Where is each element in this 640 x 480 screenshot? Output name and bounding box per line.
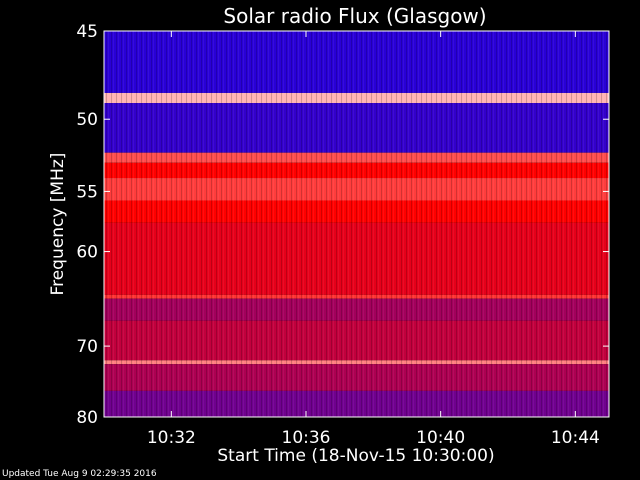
x-tick-label: 10:32: [147, 428, 196, 448]
x-axis-label: Start Time (18-Nov-15 10:30:00): [217, 446, 494, 466]
noise-overlay: [104, 31, 609, 417]
x-tick-label: 10:36: [282, 428, 331, 448]
updated-timestamp: Updated Tue Aug 9 02:29:35 2016: [2, 469, 157, 479]
y-tick-label: 80: [76, 408, 98, 428]
y-tick-label: 45: [76, 22, 98, 42]
plot-frame: [103, 30, 610, 418]
y-axis: 45 50 55 60 70 80: [76, 22, 609, 428]
x-axis: 10:32 10:36 10:40 10:44: [147, 31, 600, 448]
y-tick-label: 60: [76, 243, 98, 263]
x-tick-label: 10:40: [416, 428, 465, 448]
y-tick-label: 70: [76, 337, 98, 357]
chart-title: Solar radio Flux (Glasgow): [223, 4, 486, 28]
y-axis-label: Frequency [MHz]: [48, 153, 68, 296]
x-tick-label: 10:44: [551, 428, 600, 448]
y-tick-label: 50: [76, 110, 98, 130]
y-tick-label: 55: [76, 182, 98, 202]
